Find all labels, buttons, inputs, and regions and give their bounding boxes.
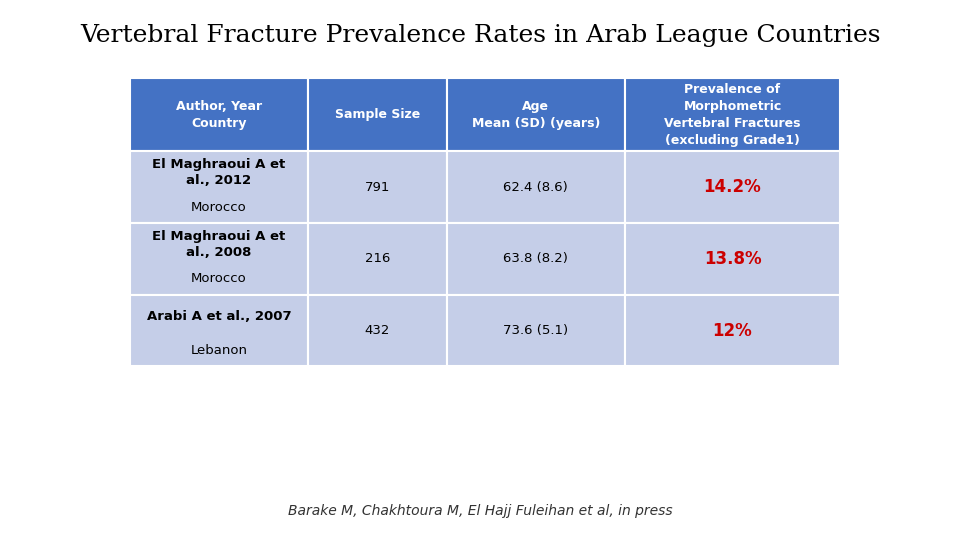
Text: 216: 216 — [365, 252, 390, 265]
Text: Barake M, Chakhtoura M, El Hajj Fuleihan et al, in press: Barake M, Chakhtoura M, El Hajj Fuleihan… — [288, 504, 672, 518]
FancyBboxPatch shape — [308, 78, 446, 151]
Text: Age
Mean (SD) (years): Age Mean (SD) (years) — [471, 100, 600, 130]
FancyBboxPatch shape — [625, 78, 840, 151]
FancyBboxPatch shape — [130, 223, 308, 295]
Text: Vertebral Fracture Prevalence Rates in Arab League Countries: Vertebral Fracture Prevalence Rates in A… — [80, 24, 880, 48]
Text: 14.2%: 14.2% — [704, 178, 761, 196]
Text: El Maghraoui A et
al., 2012: El Maghraoui A et al., 2012 — [153, 158, 285, 187]
FancyBboxPatch shape — [625, 223, 840, 295]
FancyBboxPatch shape — [130, 295, 308, 367]
FancyBboxPatch shape — [308, 295, 446, 367]
FancyBboxPatch shape — [308, 151, 446, 223]
Text: Arabi A et al., 2007: Arabi A et al., 2007 — [147, 310, 291, 323]
Text: 13.8%: 13.8% — [704, 250, 761, 268]
Text: 791: 791 — [365, 180, 390, 194]
FancyBboxPatch shape — [446, 295, 625, 367]
FancyBboxPatch shape — [130, 151, 308, 223]
Text: El Maghraoui A et
al., 2008: El Maghraoui A et al., 2008 — [153, 230, 285, 259]
Text: 62.4 (8.6): 62.4 (8.6) — [503, 180, 568, 194]
Text: Morocco: Morocco — [191, 273, 247, 286]
Text: 63.8 (8.2): 63.8 (8.2) — [503, 252, 568, 265]
FancyBboxPatch shape — [308, 223, 446, 295]
FancyBboxPatch shape — [446, 223, 625, 295]
Text: Prevalence of
Morphometric
Vertebral Fractures
(excluding Grade1): Prevalence of Morphometric Vertebral Fra… — [664, 83, 801, 147]
FancyBboxPatch shape — [625, 151, 840, 223]
Text: 432: 432 — [365, 324, 390, 337]
Text: Morocco: Morocco — [191, 201, 247, 214]
Text: Sample Size: Sample Size — [335, 108, 420, 122]
Text: 73.6 (5.1): 73.6 (5.1) — [503, 324, 568, 337]
FancyBboxPatch shape — [130, 78, 308, 151]
FancyBboxPatch shape — [446, 151, 625, 223]
FancyBboxPatch shape — [446, 78, 625, 151]
Text: Author, Year
Country: Author, Year Country — [176, 100, 262, 130]
Text: Lebanon: Lebanon — [190, 344, 248, 357]
Text: 12%: 12% — [712, 322, 753, 340]
FancyBboxPatch shape — [625, 295, 840, 367]
